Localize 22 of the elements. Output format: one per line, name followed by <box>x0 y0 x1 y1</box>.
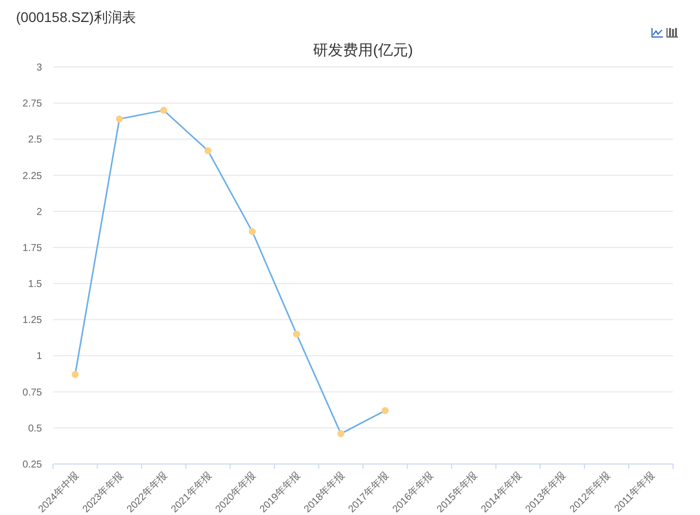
y-tick-label: 3 <box>36 62 42 74</box>
y-tick-label: 0.25 <box>22 460 42 470</box>
y-tick-label: 2.5 <box>28 134 42 146</box>
point <box>382 407 389 414</box>
point <box>72 370 79 378</box>
point <box>337 430 344 438</box>
y-tick-label: 0.5 <box>28 423 42 434</box>
point <box>248 228 256 236</box>
y-tick-label: 1 <box>36 351 42 362</box>
y-tick-label: 1.25 <box>22 315 42 326</box>
y-tick-label: 0.75 <box>22 387 42 398</box>
point <box>293 330 300 338</box>
chart-subtitle: 研发费用(亿元) <box>313 42 413 59</box>
y-tick-label: 2.25 <box>22 170 42 182</box>
y-tick-label: 1.5 <box>28 279 42 290</box>
y-tick-label: 1.75 <box>22 242 42 254</box>
point <box>160 106 168 114</box>
y-tick-label: 2 <box>36 206 42 218</box>
point <box>204 147 212 154</box>
chart-title: (000158.SZ)利润表 <box>16 9 136 25</box>
point <box>116 115 123 122</box>
y-tick-label: 2.75 <box>22 98 42 110</box>
